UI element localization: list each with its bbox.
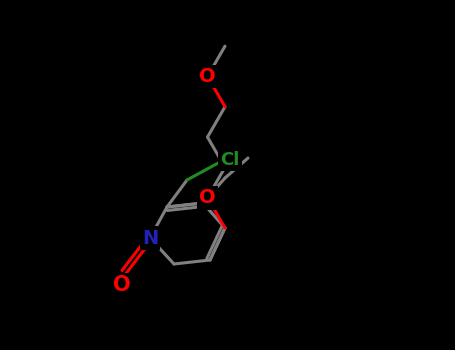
Text: N: N [142, 229, 158, 247]
Text: Cl: Cl [220, 151, 240, 169]
Text: O: O [199, 67, 216, 86]
Text: O: O [113, 275, 131, 295]
Text: O: O [199, 188, 216, 207]
